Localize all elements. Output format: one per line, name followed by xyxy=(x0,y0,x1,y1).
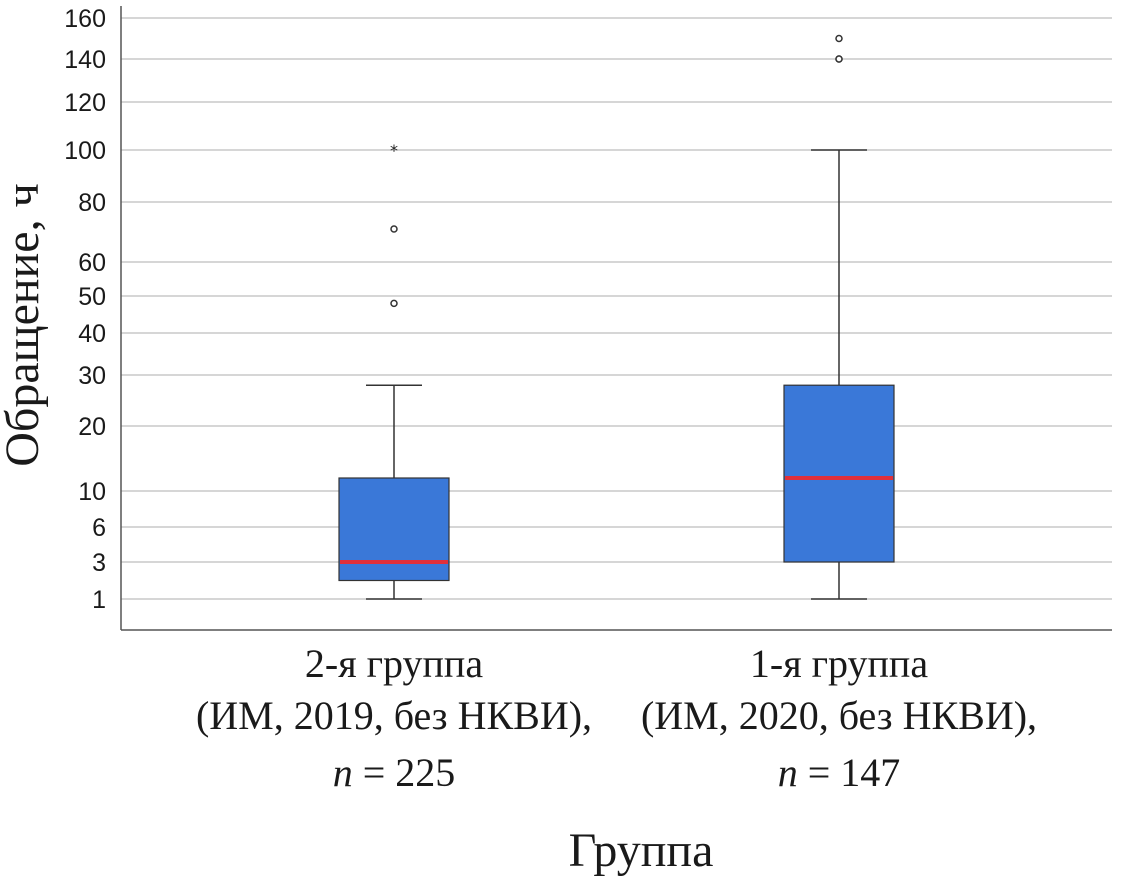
y-tick-label: 120 xyxy=(64,89,106,117)
category-label-line: (ИМ, 2019, без НКВИ), xyxy=(196,693,592,738)
box-group-2 xyxy=(783,34,895,600)
category-label-line: 1-я группа xyxy=(750,641,928,686)
axes xyxy=(120,6,1112,631)
x-axis-title: Группа xyxy=(569,824,714,877)
y-tick-labels: 1 3 6 10 20 30 40 50 60 80 100 120 140 160 xyxy=(64,5,106,614)
y-tick-label: 60 xyxy=(78,249,106,277)
box-group-1: * xyxy=(338,141,450,600)
category-label-line: (ИМ, 2020, без НКВИ), xyxy=(641,693,1037,738)
y-tick-label: 80 xyxy=(78,189,106,217)
y-axis-title: Обращение, ч xyxy=(0,183,49,466)
extreme-point: * xyxy=(390,141,398,160)
y-tick-label: 20 xyxy=(78,413,106,441)
category-label-line: 2-я группа xyxy=(305,641,483,686)
outlier-point xyxy=(835,55,843,63)
y-tick-label: 30 xyxy=(78,362,106,390)
outlier-point xyxy=(390,299,398,308)
outlier-point xyxy=(835,34,843,43)
y-tick-label: 6 xyxy=(92,514,106,542)
iqr-box xyxy=(338,477,450,582)
sample-size-label: n = 225 xyxy=(333,750,456,795)
y-tick-label: 160 xyxy=(64,5,106,33)
y-tick-label: 40 xyxy=(78,320,106,348)
x-category-labels: 2-я группа (ИМ, 2019, без НКВИ), n = 225 1-… xyxy=(196,641,1037,795)
y-tick-label: 100 xyxy=(64,137,106,165)
outlier-point xyxy=(390,225,398,233)
gridlines xyxy=(121,17,1112,600)
iqr-box xyxy=(783,384,895,563)
y-tick-label: 50 xyxy=(78,283,106,311)
y-tick-label: 140 xyxy=(64,46,106,74)
sample-size-label: n = 147 xyxy=(778,750,901,795)
boxes: * xyxy=(338,34,895,600)
y-tick-label: 10 xyxy=(78,478,106,506)
y-tick-label: 1 xyxy=(92,586,106,614)
y-tick-label: 3 xyxy=(92,549,106,577)
